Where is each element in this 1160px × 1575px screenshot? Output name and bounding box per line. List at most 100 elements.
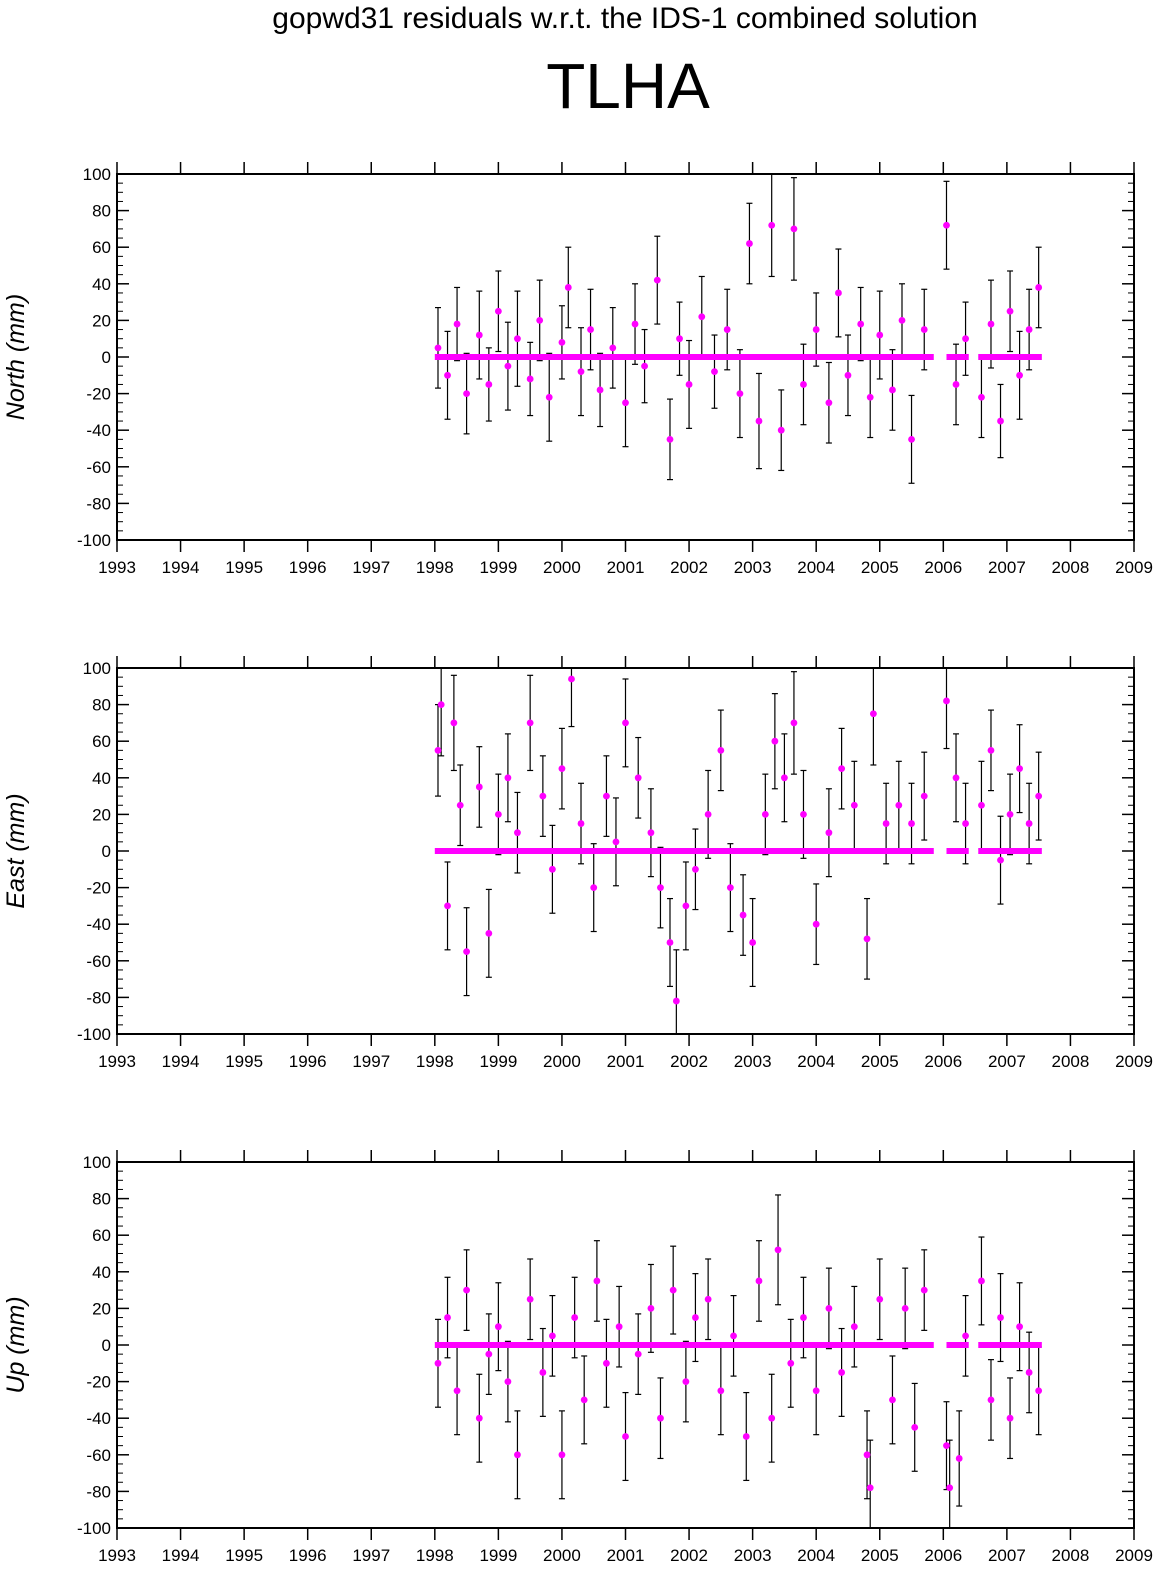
north-data-point <box>609 344 617 352</box>
up-data-point <box>682 1378 690 1385</box>
east-data-point <box>761 811 769 818</box>
east-y-tick-label: -40 <box>86 915 111 934</box>
east-data-point <box>622 719 629 727</box>
north-data-point <box>952 381 960 388</box>
north-data-point <box>685 381 693 388</box>
east-data-point <box>704 811 712 818</box>
up-data-point <box>1006 1414 1014 1422</box>
east-data-point <box>692 865 699 873</box>
up-x-tick-label: 2009 <box>1115 1546 1153 1565</box>
north-data-point <box>920 326 928 333</box>
up-data-point <box>863 1451 871 1459</box>
up-x-tick-label: 1995 <box>225 1546 263 1565</box>
east-data-point <box>997 856 1004 864</box>
up-data-point <box>866 1484 874 1492</box>
north-data-point <box>666 435 674 443</box>
up-x-tick-label: 2008 <box>1052 1546 1090 1565</box>
up-y-tick-label: 20 <box>92 1299 111 1318</box>
east-data-point <box>920 792 928 800</box>
east-data-point <box>463 948 470 956</box>
east-data-point <box>539 792 547 800</box>
north-y-tick-label: 0 <box>102 348 111 367</box>
north-data-point <box>908 435 915 443</box>
east-data-point <box>726 884 734 891</box>
north-data-point <box>504 362 512 370</box>
east-data-point <box>682 902 690 910</box>
north-data-point <box>790 225 798 233</box>
north-y-tick-label: 20 <box>92 311 111 330</box>
north-y-tick-label: 40 <box>92 275 111 294</box>
north-data-point <box>812 326 820 333</box>
up-data-point <box>1035 1387 1043 1395</box>
up-panel: 100 80 60 40 20 0 -20 -40 -60 -80 -100 1993 1994 1995… <box>2 1150 1153 1565</box>
north-x-tick-label: 1994 <box>162 558 200 577</box>
station-name: TLHA <box>546 50 710 122</box>
up-data-point <box>920 1286 928 1294</box>
up-y-tick-label: 60 <box>92 1226 111 1245</box>
east-x-tick-label: 1997 <box>352 1052 390 1071</box>
up-x-tick-label: 2002 <box>670 1546 708 1565</box>
east-y-tick-label: -20 <box>86 879 111 898</box>
up-data-point <box>987 1396 995 1404</box>
up-data-point <box>692 1314 699 1321</box>
north-x-tick-label: 2004 <box>797 558 835 577</box>
up-data-point <box>997 1314 1004 1321</box>
up-x-tick-label: 2007 <box>988 1546 1026 1565</box>
up-y-tick-label: 40 <box>92 1263 111 1282</box>
up-data-point <box>580 1396 588 1404</box>
up-data-point <box>946 1484 954 1492</box>
north-y-tick-label: 100 <box>83 165 111 184</box>
north-data-point <box>641 362 648 370</box>
up-data-point <box>704 1295 712 1303</box>
north-data-point <box>825 399 833 407</box>
east-data-point <box>987 746 995 754</box>
chart-title: gopwd31 residuals w.r.t. the IDS-1 combi… <box>272 2 977 35</box>
up-data-point <box>911 1423 919 1431</box>
north-data-point <box>889 386 896 394</box>
north-data-point <box>1025 326 1033 333</box>
north-data-point <box>494 307 502 315</box>
north-data-point <box>1016 371 1023 379</box>
north-y-tick-label: 80 <box>92 202 111 221</box>
east-x-tick-label: 1996 <box>289 1052 327 1071</box>
north-y-tick-label: -40 <box>86 421 111 440</box>
east-y-tick-label: -80 <box>86 988 111 1007</box>
up-data-point <box>755 1277 763 1285</box>
east-data-point <box>1006 811 1014 818</box>
east-x-tick-label: 2001 <box>607 1052 645 1071</box>
up-data-point <box>434 1359 442 1367</box>
up-data-point <box>571 1314 579 1321</box>
up-data-point <box>558 1451 566 1459</box>
east-y-axis-label: East (mm) <box>2 793 30 908</box>
east-data-point <box>577 820 585 827</box>
north-data-point <box>698 313 706 321</box>
east-data-point <box>749 939 757 946</box>
north-x-tick-label: 2007 <box>988 558 1026 577</box>
east-data-point <box>568 675 575 683</box>
up-data-point <box>504 1378 512 1385</box>
up-data-point <box>634 1350 642 1358</box>
east-data-point <box>812 920 820 928</box>
north-data-point <box>577 368 585 376</box>
up-data-point <box>768 1414 776 1422</box>
east-plot-frame <box>116 667 1135 1035</box>
east-data-point <box>444 902 451 910</box>
east-data-point <box>800 811 807 818</box>
north-x-tick-label: 2002 <box>670 558 708 577</box>
up-x-tick-label: 1999 <box>479 1546 517 1565</box>
up-data-point <box>876 1295 884 1303</box>
up-y-tick-label: 100 <box>83 1153 111 1172</box>
north-y-tick-label: -60 <box>86 458 111 477</box>
up-y-tick-label: -80 <box>86 1482 111 1501</box>
up-data-point <box>838 1369 846 1376</box>
north-data-point <box>1006 307 1014 315</box>
east-data-point <box>895 801 903 809</box>
east-x-tick-label: 2002 <box>670 1052 708 1071</box>
north-data-point <box>564 284 572 291</box>
up-data-point <box>647 1305 655 1312</box>
north-y-tick-label: -100 <box>77 531 111 550</box>
north-data-point <box>453 320 461 328</box>
north-data-point <box>536 317 544 324</box>
north-data-point <box>587 326 594 333</box>
